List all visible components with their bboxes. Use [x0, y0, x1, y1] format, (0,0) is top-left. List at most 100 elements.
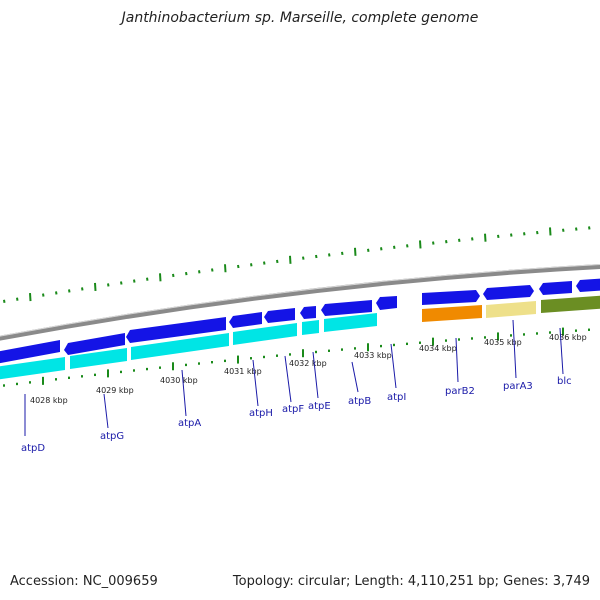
outer-tick [55, 291, 58, 295]
outer-tick [146, 277, 149, 281]
outer-tick [575, 227, 578, 231]
gene-label[interactable]: atpF [282, 404, 304, 415]
gene-arrow[interactable] [0, 340, 60, 364]
outer-tick [393, 245, 396, 250]
outer-tick [315, 254, 318, 259]
outer-tick [185, 271, 188, 276]
outer-tick [406, 244, 409, 248]
outer-tick [250, 263, 253, 267]
outer-tick [523, 232, 526, 236]
accession-text: Accession: NC_009659 [10, 574, 158, 589]
outer-tick [367, 248, 370, 252]
scale-label: 4034 kbp [419, 344, 457, 353]
outer-tick [94, 282, 97, 291]
outer-tick [484, 233, 487, 242]
outer-tick [81, 287, 84, 291]
cds-block[interactable] [70, 348, 127, 369]
label-leaders [24, 319, 564, 436]
outer-tick [159, 273, 162, 282]
scale-label: 4033 kbp [354, 351, 392, 360]
outer-tick [562, 228, 565, 232]
outer-tick [224, 264, 227, 273]
gene-label[interactable]: atpD [21, 443, 45, 454]
backbone-arc [0, 264, 600, 341]
backbone-arc-highlight [0, 264, 600, 337]
scale-label: 4032 kbp [289, 359, 327, 368]
gene-arrow[interactable] [64, 333, 125, 355]
gene-label[interactable]: atpE [308, 401, 331, 412]
outer-tick [380, 247, 383, 251]
cds-block[interactable] [302, 320, 319, 335]
scale-label: 4029 kbp [96, 386, 134, 395]
outer-tick [458, 238, 461, 242]
gene-label[interactable]: atpG [100, 431, 124, 442]
gene-label[interactable]: atpA [178, 418, 201, 429]
outer-tick [432, 241, 435, 245]
outer-tick [588, 226, 591, 230]
outer-tick-track [3, 226, 591, 304]
gene-arrow[interactable] [483, 285, 534, 300]
gene-labels: atpD atpG atpA atpH atpF atpE atpB atpI … [21, 376, 572, 454]
cds-block[interactable] [0, 357, 65, 380]
gene-arrow[interactable] [422, 290, 480, 305]
gene-arrow[interactable] [576, 278, 600, 292]
outer-tick [107, 283, 110, 287]
outer-tick [68, 289, 71, 293]
outer-tick [328, 253, 331, 257]
gene-arrow[interactable] [300, 306, 316, 319]
scale-label: 4036 kbp [549, 333, 587, 342]
outer-tick [16, 297, 19, 301]
gene-arrow[interactable] [264, 308, 295, 323]
scale-label: 4030 kbp [160, 376, 198, 385]
gene-label[interactable]: atpB [348, 396, 371, 407]
outer-tick [3, 299, 6, 304]
outer-tick [341, 251, 344, 256]
cds-block[interactable] [324, 313, 377, 332]
scale-label: 4031 kbp [224, 367, 262, 376]
gene-arrow[interactable] [539, 281, 572, 295]
scale-label: 4028 kbp [30, 396, 68, 405]
outer-tick [172, 273, 175, 278]
gene-label[interactable]: parB2 [445, 386, 475, 397]
cds-block[interactable] [422, 305, 482, 322]
outer-tick [237, 264, 240, 269]
cds-block[interactable] [233, 323, 297, 345]
scale-track [3, 327, 590, 387]
scale-labels: 4028 kbp 4029 kbp 4030 kbp 4031 kbp 4032… [30, 333, 587, 405]
outer-tick [211, 268, 214, 272]
cds-block[interactable] [131, 333, 229, 360]
outer-tick [549, 227, 552, 236]
gene-label[interactable]: blc [557, 376, 572, 387]
outer-tick [42, 293, 45, 297]
gene-arrow[interactable] [229, 312, 262, 328]
cds-track [0, 295, 600, 380]
gene-arrow[interactable] [376, 296, 397, 310]
outer-tick [302, 256, 305, 260]
outer-tick [510, 233, 513, 237]
gene-label[interactable]: atpH [249, 408, 273, 419]
genome-summary: Topology: circular; Length: 4,110,251 bp… [232, 574, 590, 589]
outer-tick [276, 259, 279, 264]
outer-tick [471, 237, 474, 241]
outer-tick [289, 255, 292, 264]
outer-tick [354, 247, 357, 256]
cds-block[interactable] [541, 295, 600, 313]
outer-tick [497, 234, 500, 239]
outer-tick [263, 261, 266, 265]
outer-tick [419, 240, 422, 249]
outer-tick [445, 240, 448, 244]
scale-label: 4035 kbp [484, 338, 522, 347]
map-title: Janthinobacterium sp. Marseille, complet… [121, 10, 479, 26]
gene-arrow[interactable] [126, 317, 226, 343]
outer-tick [29, 293, 32, 302]
gene-label[interactable]: parA3 [503, 381, 533, 392]
gene-track [0, 278, 600, 364]
outer-tick [536, 230, 539, 235]
cds-block[interactable] [486, 301, 536, 318]
gene-label[interactable]: atpI [387, 392, 406, 403]
gene-arrow[interactable] [321, 300, 372, 316]
outer-tick [133, 279, 136, 283]
outer-tick [120, 281, 123, 285]
outer-tick [198, 270, 201, 274]
